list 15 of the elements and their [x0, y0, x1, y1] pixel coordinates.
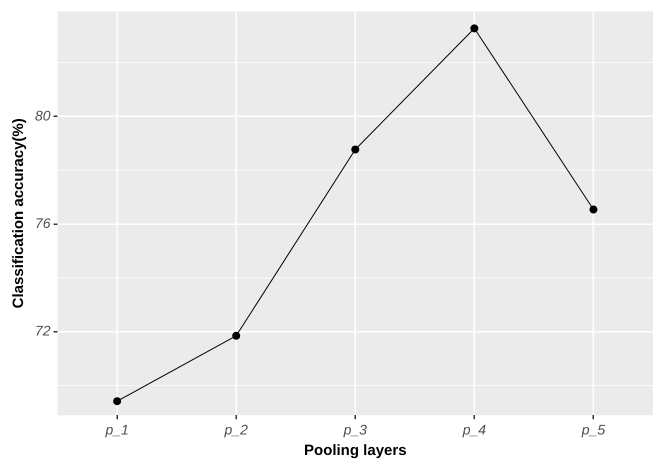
point	[113, 397, 122, 406]
point	[232, 332, 240, 340]
y-tick-label: 76	[34, 214, 51, 231]
x-axis-title: Pooling layers	[304, 442, 407, 460]
point	[470, 24, 478, 32]
y-tick-label: 72	[34, 322, 51, 339]
x-tick-label: p_4	[462, 421, 486, 438]
x-tick-label: p_5	[580, 421, 606, 438]
y-tick-label: 80	[34, 107, 51, 124]
x-tick-label: p_2	[224, 421, 248, 438]
x-tick-label: p_3	[342, 421, 368, 438]
point	[589, 206, 598, 214]
x-tick-label: p_1	[104, 421, 129, 438]
y-axis-title: Classification accuracy(%)	[10, 118, 28, 308]
point	[351, 146, 360, 154]
